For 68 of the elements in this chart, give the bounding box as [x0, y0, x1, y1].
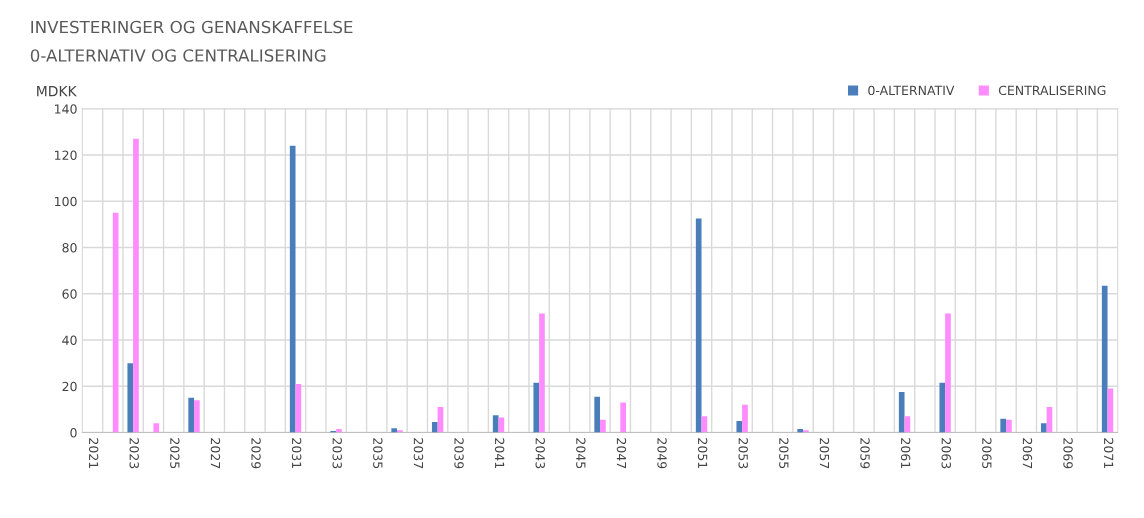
bar: [391, 428, 398, 433]
x-tick-label: 2029: [251, 438, 261, 469]
x-tick-label: 2033: [332, 438, 342, 469]
bar: [397, 430, 403, 433]
x-tick-label: 2045: [576, 438, 586, 469]
y-tick-label: 80: [62, 243, 77, 253]
x-tick-label: 2069: [1063, 438, 1073, 469]
chart-subtitle: 0-ALTERNATIV OG CENTRALISERING: [30, 49, 326, 62]
x-tick-label: 2031: [291, 438, 302, 469]
bar: [939, 382, 946, 433]
y-tick-label: 60: [62, 289, 77, 299]
x-tick-label: 2041: [494, 438, 505, 469]
bar: [797, 429, 804, 433]
bar: [533, 382, 540, 433]
bar: [539, 313, 545, 433]
bar: [600, 419, 606, 433]
x-tick-label: 2037: [413, 438, 424, 469]
bar: [431, 422, 438, 433]
y-tick-label: 140: [55, 104, 77, 114]
bar: [742, 404, 748, 433]
bar: [112, 212, 119, 433]
bar: [695, 218, 702, 433]
x-tick-label: 2063: [941, 438, 951, 469]
bar: [898, 392, 905, 433]
bar: [492, 415, 499, 433]
bar: [1040, 423, 1047, 433]
bar: [803, 430, 809, 433]
bar: [289, 145, 296, 433]
chart-title: INVESTERINGER OG GENANSKAFFELSE: [31, 20, 353, 34]
bar: [594, 396, 601, 433]
bar: [153, 423, 160, 433]
x-tick-label: 2053: [738, 438, 748, 469]
x-tick-label: 2059: [860, 438, 870, 469]
bar: [1006, 419, 1012, 433]
bar: [1000, 418, 1007, 433]
bar: [945, 313, 951, 433]
x-tick-label: 2049: [657, 438, 667, 469]
y-tick-label: 120: [55, 150, 77, 160]
x-tick-label: 2023: [129, 438, 139, 469]
bar: [133, 138, 139, 433]
y-tick-label: 100: [55, 196, 77, 207]
bar: [1101, 285, 1108, 433]
x-tick-label: 2039: [454, 438, 464, 469]
x-tick-label: 2055: [779, 438, 789, 469]
x-tick-label: 2025: [170, 438, 180, 469]
y-tick-label: 40: [62, 335, 77, 345]
x-tick-label: 2047: [616, 438, 627, 469]
bar: [194, 400, 200, 433]
bar: [127, 363, 134, 433]
x-tick-label: 2061: [900, 438, 911, 469]
bar: [620, 402, 627, 433]
x-tick-label: 2071: [1103, 438, 1114, 469]
x-tick-label: 2035: [373, 438, 383, 469]
x-tick-label: 2065: [982, 438, 992, 469]
y-tick-label: 20: [62, 381, 77, 392]
bar: [336, 429, 342, 433]
x-tick-label: 2021: [88, 438, 99, 469]
x-tick-label: 2067: [1022, 438, 1033, 469]
bar: [736, 420, 743, 433]
y-axis-title: MDKK: [37, 86, 77, 97]
x-tick-label: 2043: [535, 438, 545, 469]
x-tick-label: 2057: [819, 438, 830, 469]
legend-label: CENTRALISERING: [998, 85, 1106, 96]
x-tick-label: 2051: [697, 438, 708, 469]
y-tick-label: 0: [70, 428, 77, 438]
x-tick-label: 2027: [210, 438, 221, 469]
legend-label: 0-ALTERNATIV: [868, 85, 955, 96]
bar: [188, 397, 195, 433]
